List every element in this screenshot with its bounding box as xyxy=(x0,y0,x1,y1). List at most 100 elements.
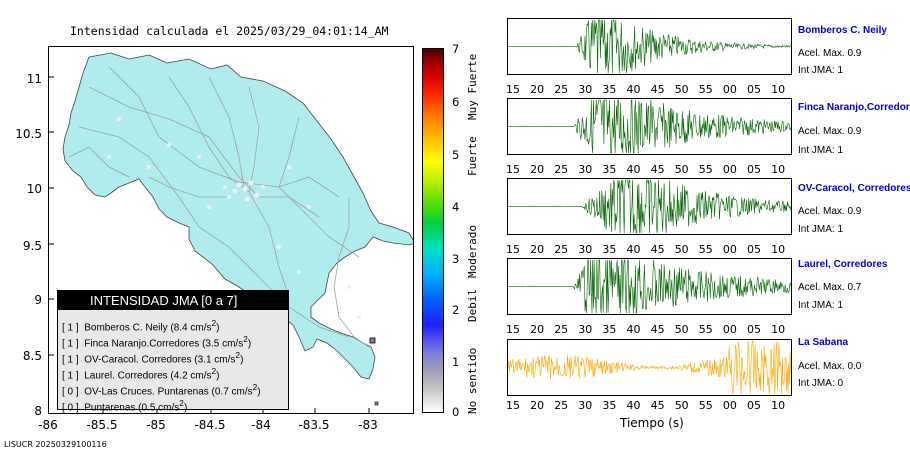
time-tick-label: 05 xyxy=(747,163,761,176)
time-tick-label: 05 xyxy=(747,323,761,336)
time-tick-label: 30 xyxy=(578,243,593,256)
y-tick-label: 8 xyxy=(34,404,42,418)
road-network xyxy=(68,66,370,348)
legend-level: [ 1 ] xyxy=(62,370,79,382)
time-tick-label: 40 xyxy=(626,163,641,176)
time-axis: 15 20 25 30 35 40 45 50 55 00 05 10 xyxy=(506,399,790,413)
station-dots xyxy=(107,117,361,319)
colorbar-tick: 1 xyxy=(452,355,460,369)
legend-station: Finca Naranjo.Corredores (3.5 cm/s xyxy=(84,338,244,350)
legend-tail: ) xyxy=(183,402,188,414)
time-tick-label: 20 xyxy=(530,163,545,176)
legend-row: [ 0 ] OV-Las Cruces. Puntarenas (0.7 cm/… xyxy=(58,379,288,398)
time-tick-label: 05 xyxy=(747,83,761,96)
time-tick-label: 55 xyxy=(698,243,713,256)
station-marker[interactable] xyxy=(374,401,379,406)
y-tick-label: 9 xyxy=(34,293,42,307)
time-tick-label: 50 xyxy=(674,163,689,176)
station-jma: Int JMA: 1 xyxy=(798,65,844,76)
time-tick-label: 35 xyxy=(602,399,617,412)
station-accel: Acel. Max. 0.9 xyxy=(798,48,862,59)
seismogram-trace[interactable] xyxy=(507,339,792,396)
station-name[interactable]: La Sabana xyxy=(798,337,849,348)
seismogram-trace[interactable] xyxy=(507,98,792,155)
waveform-plot xyxy=(508,179,791,234)
waveform-plot xyxy=(508,99,791,154)
legend-title: INTENSIDAD JMA [0 a 7] xyxy=(58,291,288,310)
intensity-colorbar xyxy=(422,48,444,413)
colorbar-tick: 4 xyxy=(452,200,460,214)
time-tick-label: 00 xyxy=(722,323,737,336)
time-tick-label: 30 xyxy=(578,163,593,176)
station-accel: Acel. Max. 0.0 xyxy=(798,361,862,372)
y-tick-label: 10 xyxy=(26,182,42,196)
time-tick-label: 35 xyxy=(602,323,617,336)
time-tick-label: 05 xyxy=(747,243,761,256)
y-tick-label: 8.5 xyxy=(22,349,42,363)
legend-tail: ) xyxy=(216,370,220,382)
time-tick-label: 15 xyxy=(506,323,520,336)
station-name[interactable]: Laurel, Corredores xyxy=(798,259,888,270)
legend-tail: ) xyxy=(247,338,252,350)
legend-station: Puntarenas (0.5 cm/s xyxy=(84,402,180,414)
legend-sup: 2 xyxy=(179,398,184,408)
time-tick-label: 30 xyxy=(578,83,593,96)
station-name[interactable]: OV-Caracol, Corredores xyxy=(798,183,910,194)
time-tick-label: 40 xyxy=(626,399,641,412)
time-tick-label: 45 xyxy=(650,323,665,336)
time-tick-label: 15 xyxy=(506,163,520,176)
legend-station: Laurel. Corredores (4.2 cm/s xyxy=(84,370,212,382)
costa-rica-map xyxy=(49,52,413,413)
y-tick-label: 11 xyxy=(26,72,42,86)
station-name[interactable]: Finca Naranjo,Corredores xyxy=(798,102,910,113)
time-tick-label: 55 xyxy=(698,399,713,412)
legend-station: Bomberos C. Neily (8.4 cm/s xyxy=(84,322,212,334)
station-accel: Acel. Max. 0.9 xyxy=(798,126,862,137)
time-tick-label: 20 xyxy=(530,399,545,412)
time-tick-label: 35 xyxy=(602,163,617,176)
legend-level: [ 1 ] xyxy=(62,322,79,334)
time-tick-label: 50 xyxy=(674,83,689,96)
legend-tail: ) xyxy=(257,386,261,398)
time-tick-label: 10 xyxy=(771,399,786,412)
time-tick-label: 50 xyxy=(674,243,689,256)
time-tick-label: 00 xyxy=(722,83,737,96)
legend-level: [ 1 ] xyxy=(62,354,79,366)
time-tick-label: 20 xyxy=(530,83,545,96)
colorbar-tick: 5 xyxy=(452,148,460,162)
legend-sup: 2 xyxy=(243,334,248,344)
legend-row: [ 1 ] Bomberos C. Neily (8.4 cm/s2) xyxy=(58,315,288,334)
time-axis-label: Tiempo (s) xyxy=(620,416,684,430)
legend-row: [ 1 ] Laurel. Corredores (4.2 cm/s2) xyxy=(58,363,288,382)
event-id: LISUCR 20250329100116 xyxy=(4,440,107,449)
colorbar-label: Muy Fuerte xyxy=(466,53,479,120)
waveform-plot xyxy=(508,19,791,74)
x-tick-label: -84.5 xyxy=(194,418,226,432)
station-jma: Int JMA: 1 xyxy=(798,224,844,235)
time-tick-label: 15 xyxy=(506,399,520,412)
station-accel: Acel. Max. 0.9 xyxy=(798,206,862,217)
legend-sup: 2 xyxy=(211,318,217,328)
time-tick-label: 25 xyxy=(554,323,569,336)
land-mass xyxy=(62,52,413,380)
x-tick-label: -83 xyxy=(358,418,378,432)
time-axis: 15 20 25 30 35 40 45 50 55 00 05 10 xyxy=(506,323,790,337)
time-tick-label: 50 xyxy=(674,399,689,412)
legend-level: [ 0 ] xyxy=(62,386,79,398)
waveform-line xyxy=(508,179,791,234)
colorbar-tick: 2 xyxy=(452,303,460,317)
legend-row: [ 1 ] OV-Caracol. Corredores (3.1 cm/s2) xyxy=(58,347,288,366)
intensity-legend: INTENSIDAD JMA [0 a 7] [ 1 ] Bomberos C.… xyxy=(57,290,289,414)
y-tick-label: 10.5 xyxy=(15,127,42,141)
time-tick-label: 15 xyxy=(506,243,520,256)
seismogram-trace[interactable] xyxy=(507,258,792,315)
waveform-line xyxy=(508,99,791,154)
epicenter-marker[interactable] xyxy=(369,337,376,344)
waveform-line xyxy=(508,259,791,314)
legend-sup: 2 xyxy=(235,350,241,360)
seismogram-trace[interactable] xyxy=(507,178,792,235)
time-tick-label: 45 xyxy=(650,243,665,256)
station-name[interactable]: Bomberos C. Neily xyxy=(798,25,887,36)
seismogram-trace[interactable] xyxy=(507,18,792,75)
time-tick-label: 20 xyxy=(530,323,545,336)
